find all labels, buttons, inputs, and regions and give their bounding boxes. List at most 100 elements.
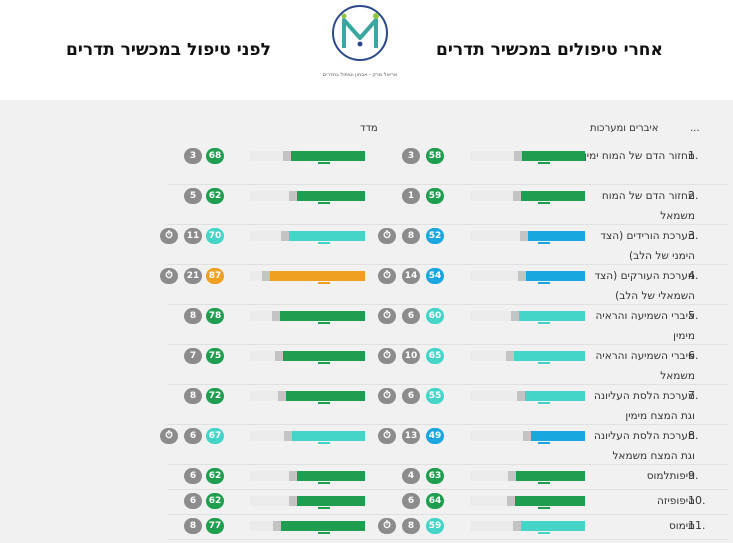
before-bar-gray	[289, 471, 297, 481]
title-after: אחרי טיפולים במכשיר תדרים	[436, 40, 663, 60]
after-bar-gray	[523, 431, 531, 441]
after-count-badge: 1	[402, 188, 420, 204]
row-label: מערכת הלסת העליונה וגת המצח מימין	[594, 390, 695, 422]
before-bar-marker	[317, 507, 330, 509]
row-separator	[168, 224, 728, 225]
after-bar-marker	[537, 482, 550, 484]
after-bar-marker	[537, 362, 550, 364]
after-bar-marker	[537, 507, 550, 509]
after-score-badge: 63	[426, 468, 444, 484]
row-number: 11.	[688, 519, 706, 532]
before-clock-icon[interactable]: ⏱	[160, 228, 178, 244]
after-bar-marker	[537, 282, 550, 284]
after-bar-marker	[537, 442, 550, 444]
before-bar-fill	[291, 151, 365, 161]
row-label: היפותלמוס	[646, 470, 695, 482]
header: לפני טיפול במכשיר תדרים אריאל מרק - אבחו…	[0, 0, 733, 100]
row-number: 2.	[688, 189, 699, 202]
after-bar-marker	[537, 322, 550, 324]
before-count-badge: 6	[184, 468, 202, 484]
before-count-badge: 8	[184, 388, 202, 404]
row-separator	[168, 344, 728, 345]
logo-icon	[332, 5, 388, 61]
after-bar-gray	[511, 311, 519, 321]
after-score-badge: 54	[426, 268, 444, 284]
before-bar-marker	[317, 532, 330, 534]
before-bar-gray	[272, 311, 280, 321]
row-number: 7.	[688, 389, 699, 402]
after-bar-marker	[537, 202, 550, 204]
before-bar-fill	[270, 271, 365, 281]
before-score-badge: 70	[206, 228, 224, 244]
before-bar-marker	[317, 202, 330, 204]
title-before: לפני טיפול במכשיר תדרים	[66, 40, 271, 60]
after-score-badge: 52	[426, 228, 444, 244]
before-bar-gray	[275, 351, 283, 361]
row-number: 8.	[688, 429, 699, 442]
after-count-badge: 6	[402, 493, 420, 509]
after-clock-icon[interactable]: ⏱	[378, 348, 396, 364]
after-clock-icon[interactable]: ⏱	[378, 268, 396, 284]
after-bar-fill	[522, 151, 585, 161]
before-count-badge: 21	[184, 268, 202, 284]
after-score-badge: 64	[426, 493, 444, 509]
before-bar-marker	[317, 322, 330, 324]
before-bar-gray	[289, 496, 297, 506]
after-count-badge: 4	[402, 468, 420, 484]
row-number: 1.	[688, 149, 699, 162]
before-bar-gray	[283, 151, 291, 161]
after-count-badge: 10	[402, 348, 420, 364]
before-score-badge: 62	[206, 188, 224, 204]
after-bar-fill	[519, 311, 585, 321]
row-separator	[168, 184, 728, 185]
before-bar-marker	[317, 402, 330, 404]
before-bar-marker	[317, 482, 330, 484]
after-bar-fill	[526, 271, 585, 281]
after-bar-marker	[537, 402, 550, 404]
after-bar-marker	[537, 242, 550, 244]
row-label: מערכת הלסת העליונה וגת המצח משמאל	[594, 430, 695, 462]
before-clock-icon[interactable]: ⏱	[160, 268, 178, 284]
before-score-badge: 62	[206, 493, 224, 509]
after-score-badge: 49	[426, 428, 444, 444]
before-bar-fill	[297, 496, 365, 506]
row-number: 9.	[688, 469, 699, 482]
after-count-badge: 14	[402, 268, 420, 284]
after-count-badge: 6	[402, 308, 420, 324]
row-label: איברי השמיעה והראיה מימין	[595, 310, 695, 342]
row-label: מערכת העורקים (הצד השמאלי של הלב)	[594, 270, 695, 302]
row-separator	[168, 424, 728, 425]
after-count-badge: 13	[402, 428, 420, 444]
before-score-badge: 77	[206, 518, 224, 534]
after-bar-gray	[513, 191, 521, 201]
after-clock-icon[interactable]: ⏱	[378, 518, 396, 534]
after-count-badge: 3	[402, 148, 420, 164]
after-bar-gray	[518, 271, 526, 281]
after-clock-icon[interactable]: ⏱	[378, 428, 396, 444]
after-clock-icon[interactable]: ⏱	[378, 388, 396, 404]
before-bar-fill	[281, 521, 365, 531]
row-label: מחזור הדם של המוח ימין	[583, 150, 695, 162]
before-score-badge: 87	[206, 268, 224, 284]
after-bar-gray	[507, 496, 515, 506]
before-bar-gray	[278, 391, 286, 401]
after-bar-fill	[521, 521, 585, 531]
after-clock-icon[interactable]: ⏱	[378, 308, 396, 324]
before-bar-fill	[280, 311, 365, 321]
after-count-badge: 8	[402, 228, 420, 244]
menu-button[interactable]: ...	[690, 123, 700, 134]
row-label: היפופיזה	[656, 495, 695, 507]
row-separator	[168, 514, 728, 515]
after-score-badge: 58	[426, 148, 444, 164]
before-clock-icon[interactable]: ⏱	[160, 428, 178, 444]
after-clock-icon[interactable]: ⏱	[378, 228, 396, 244]
row-label: מערכת הורידים (הצד הימני של הלב)	[600, 230, 695, 262]
after-bar-marker	[537, 532, 550, 534]
after-bar-gray	[520, 231, 528, 241]
before-bar-marker	[317, 442, 330, 444]
before-count-badge: 7	[184, 348, 202, 364]
before-bar-gray	[289, 191, 297, 201]
before-score-badge: 72	[206, 388, 224, 404]
after-bar-gray	[506, 351, 514, 361]
before-count-badge: 8	[184, 518, 202, 534]
